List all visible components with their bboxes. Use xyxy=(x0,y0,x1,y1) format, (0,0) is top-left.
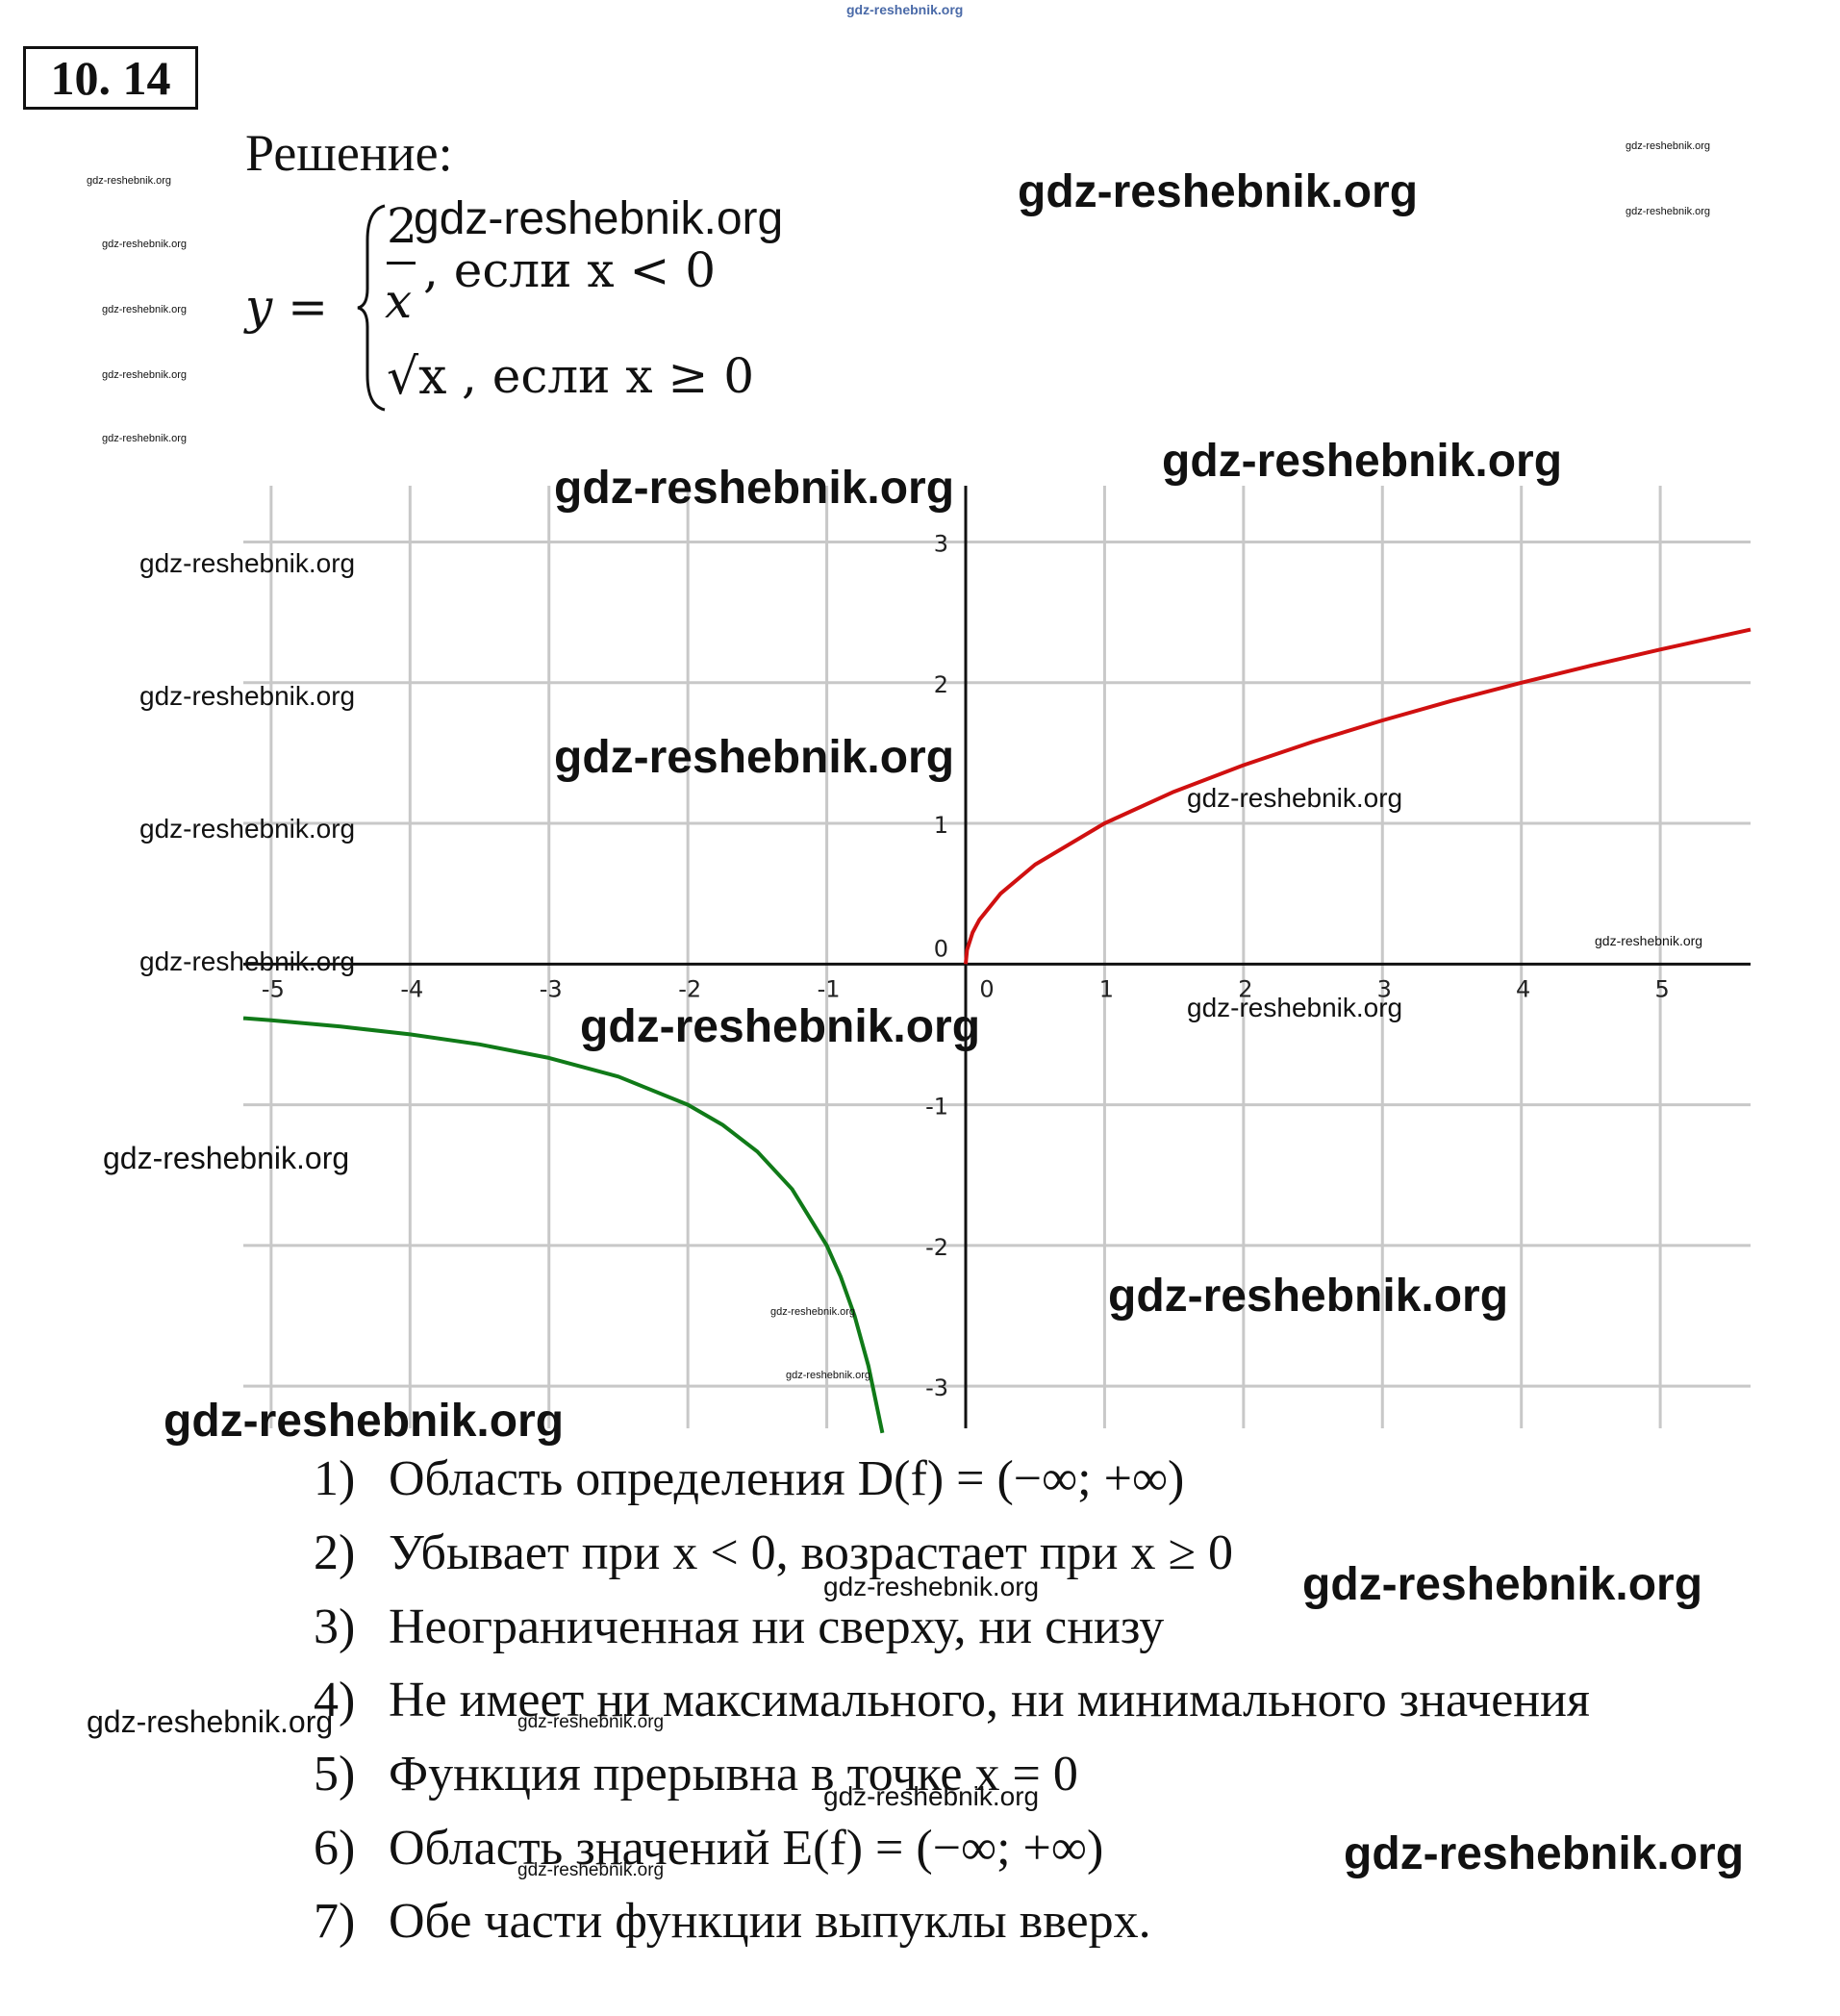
formula-lhs: y = xyxy=(245,279,329,335)
axes xyxy=(243,486,1751,1428)
x-tick-label: -1 xyxy=(818,975,841,1002)
property-item: 1) Область определения D(f) = (−∞; +∞) xyxy=(314,1451,1185,1506)
watermark: gdz-reshebnik.org xyxy=(823,1781,1040,1811)
property-item: 5) Функция прерывна в точке x = 0 xyxy=(314,1747,1078,1802)
watermark: gdz-reshebnik.org xyxy=(139,946,356,976)
watermark: gdz-reshebnik.org xyxy=(517,1712,665,1732)
problem-number: 10. 14 xyxy=(23,46,198,110)
x-tick-label: 1 xyxy=(1099,975,1114,1002)
watermark: gdz-reshebnik.org xyxy=(102,433,188,444)
watermark: gdz-reshebnik.org xyxy=(1302,1559,1703,1610)
x-tick-label: -2 xyxy=(678,975,701,1002)
y-tick-label: 2 xyxy=(934,671,948,698)
grid-lines xyxy=(243,486,1751,1428)
fraction-denominator: x xyxy=(385,273,413,329)
x-tick-label: 0 xyxy=(979,975,994,1002)
watermark: gdz-reshebnik.org xyxy=(103,1141,350,1175)
fraction-bar xyxy=(387,262,416,265)
x-tick-label: -3 xyxy=(540,975,563,1002)
watermark: gdz-reshebnik.org xyxy=(1187,783,1403,813)
watermark: gdz-reshebnik.org xyxy=(1018,166,1419,217)
watermark: gdz-reshebnik.org xyxy=(823,1572,1040,1601)
watermark: gdz-reshebnik.org xyxy=(139,548,356,578)
property-item: 6) Область значений E(f) = (−∞; +∞) xyxy=(314,1821,1104,1876)
watermark: gdz-reshebnik.org xyxy=(139,681,356,711)
watermark: gdz-reshebnik.org xyxy=(554,732,955,783)
watermark: gdz-reshebnik.org xyxy=(87,1704,334,1739)
y-tick-label: 0 xyxy=(934,935,948,962)
property-item: 7) Обе части функции выпуклы вверх. xyxy=(314,1894,1151,1949)
property-item: 2) Убывает при x < 0, возрастает при x ≥ … xyxy=(314,1525,1234,1580)
y-tick-label: -2 xyxy=(925,1234,948,1261)
watermark: gdz-reshebnik.org xyxy=(414,193,784,244)
x-tick-label: 4 xyxy=(1516,975,1530,1002)
watermark: gdz-reshebnik.org xyxy=(1595,933,1703,948)
hyperbola-curve xyxy=(242,1016,885,1434)
watermark: gdz-reshebnik.org xyxy=(102,304,188,315)
watermark: gdz-reshebnik.org xyxy=(1344,1828,1745,1879)
watermark: gdz-reshebnik.org xyxy=(164,1396,565,1447)
curves xyxy=(242,627,1752,1434)
property-item: 3) Неограниченная ни сверху, ни снизу xyxy=(314,1600,1165,1654)
solution-label: Решение: xyxy=(245,124,453,182)
case2-condition: , если x ≥ 0 xyxy=(462,348,755,404)
watermark: gdz-reshebnik.org xyxy=(1162,436,1563,487)
x-tick-label: 2 xyxy=(1238,975,1252,1002)
x-tick-label: 3 xyxy=(1377,975,1392,1002)
watermark: gdz-reshebnik.org xyxy=(139,814,356,844)
watermark: gdz-reshebnik.org xyxy=(102,239,188,250)
watermark: gdz-reshebnik.org xyxy=(102,369,188,381)
watermark: gdz-reshebnik.org xyxy=(1626,140,1711,152)
watermark: gdz-reshebnik.org xyxy=(554,463,955,514)
sqrt-curve xyxy=(964,627,1752,965)
y-tick-label: -3 xyxy=(925,1374,948,1401)
watermark: gdz-reshebnik.org xyxy=(517,1860,665,1880)
tick-labels: -5 -4 -3 -2 -1 0 1 2 3 4 5 -3 -2 -1 0 1 2 3 xyxy=(262,531,1670,1402)
property-item: 4) Не имеет ни максимального, ни минималь… xyxy=(314,1673,1590,1727)
watermark: gdz-reshebnik.org xyxy=(770,1306,856,1318)
x-tick-label: -5 xyxy=(262,975,285,1002)
case2-expression: √x xyxy=(387,348,447,406)
x-tick-label: 5 xyxy=(1654,975,1669,1002)
watermark: gdz-reshebnik.org xyxy=(580,1001,981,1052)
watermark: gdz-reshebnik.org xyxy=(1108,1271,1509,1322)
x-tick-label: -4 xyxy=(400,975,423,1002)
y-tick-label: 1 xyxy=(934,812,948,839)
watermark: gdz-reshebnik.org xyxy=(1187,993,1403,1022)
y-tick-label: 3 xyxy=(934,531,948,558)
watermark: gdz-reshebnik.org xyxy=(786,1370,871,1381)
watermark: gdz-reshebnik.org xyxy=(87,175,172,187)
y-tick-label: -1 xyxy=(925,1094,948,1121)
watermark: gdz-reshebnik.org xyxy=(1626,206,1711,217)
brace-icon xyxy=(357,204,386,412)
case1-condition: , если x < 0 xyxy=(423,242,717,298)
fraction-numerator: 2 xyxy=(387,198,417,254)
site-top-watermark: gdz-reshebnik.org xyxy=(846,2,964,17)
